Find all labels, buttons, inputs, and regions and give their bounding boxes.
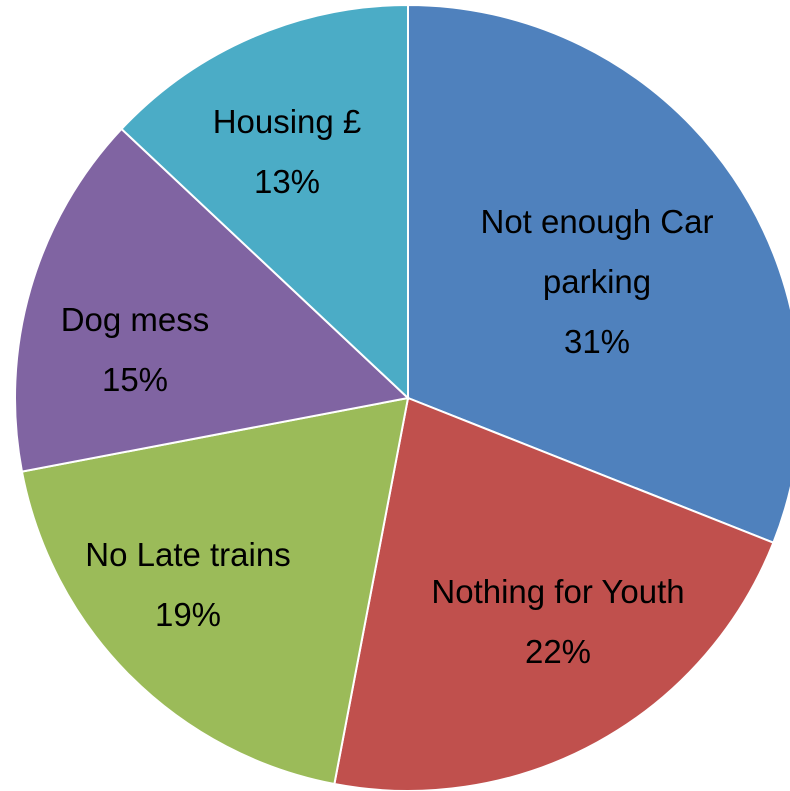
slice-label: No Late trains 19% [28, 525, 348, 645]
slice-label: Nothing for Youth 22% [428, 562, 688, 682]
value-label: 19% [154, 596, 222, 633]
slice-label: Dog mess 15% [15, 290, 255, 410]
category-label: No Late trains [85, 536, 291, 573]
value-label: 15% [101, 361, 169, 398]
value-label: 31% [563, 323, 631, 360]
category-label: Nothing for Youth [431, 573, 685, 610]
slice-label: Housing £ 13% [167, 92, 407, 212]
slice-label: Not enough Car parking 31% [432, 192, 762, 372]
value-label: 22% [524, 633, 592, 670]
pie-slice [407, 3, 790, 544]
category-label: Not enough Car parking [480, 203, 714, 300]
pie-slice [14, 127, 411, 473]
category-label: Dog mess [60, 301, 210, 338]
pie-slice [20, 396, 410, 786]
value-label: 13% [253, 163, 321, 200]
pie-slice [120, 3, 409, 401]
category-label: Housing £ [212, 103, 362, 140]
